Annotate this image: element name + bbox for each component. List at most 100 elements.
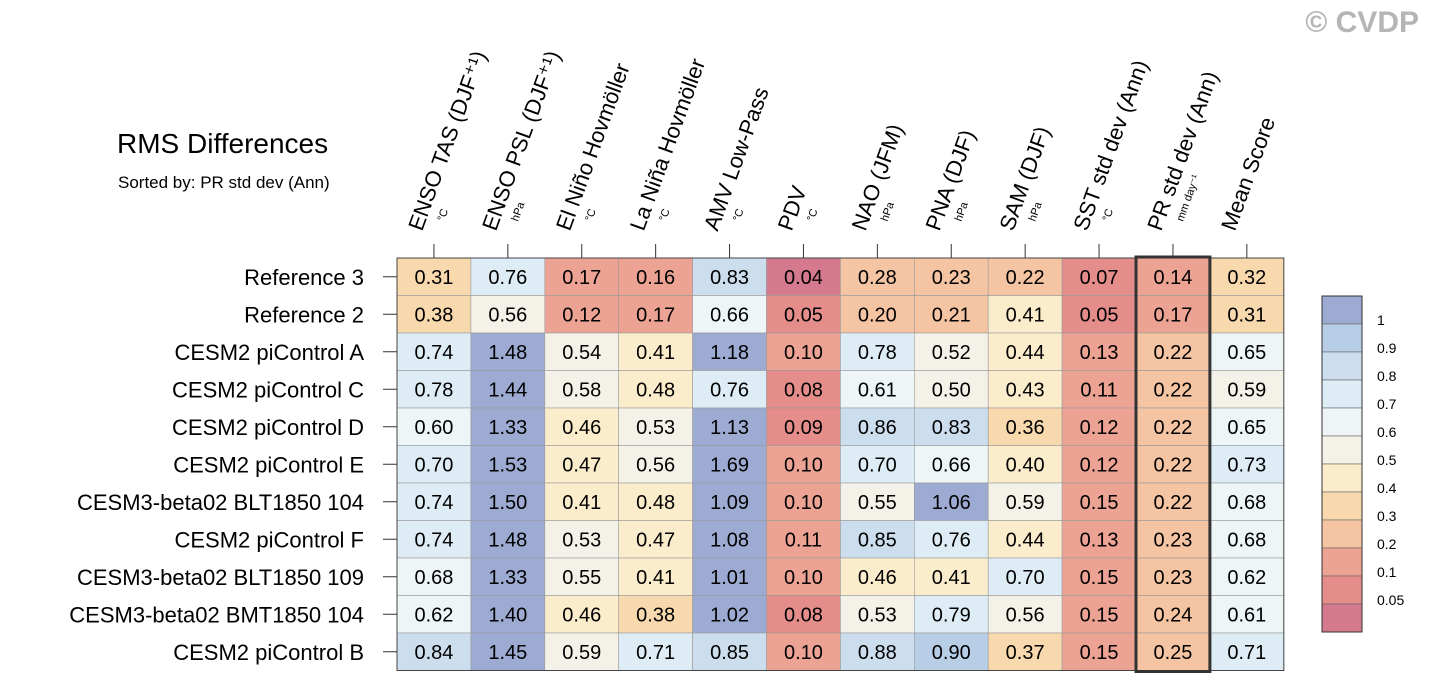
cell-value: 0.78	[858, 342, 897, 364]
heatmap-cell	[1061, 557, 1137, 596]
cell-value: 1.53	[488, 454, 527, 476]
column-unit: hPa	[953, 200, 971, 223]
cell-value: 0.36	[1006, 417, 1045, 439]
cell-value: 0.05	[784, 304, 823, 326]
heatmap-cell	[987, 520, 1063, 559]
heatmap-cell	[396, 295, 472, 334]
cell-value: 0.20	[858, 304, 897, 326]
heatmap-cell	[1135, 595, 1211, 634]
heatmap-cell	[692, 445, 767, 484]
heatmap-cell	[396, 332, 472, 371]
watermark: © CVDP	[1305, 6, 1419, 39]
cell-value: 0.79	[932, 604, 971, 626]
colorbar-swatch	[1321, 351, 1363, 381]
cell-value: 0.31	[414, 267, 453, 289]
heatmap-cell	[1209, 407, 1285, 446]
cell-value: 0.86	[858, 417, 897, 439]
column-label: El Niño Hovmöller	[551, 60, 635, 234]
heatmap-cell	[396, 370, 472, 409]
cell-value: 0.17	[1153, 304, 1192, 326]
cell-value: 0.38	[636, 604, 675, 626]
cell-value: 0.60	[414, 417, 453, 439]
heatmap-cell	[544, 295, 619, 334]
heatmap-cell	[913, 257, 989, 296]
cell-value: 0.65	[1227, 342, 1266, 364]
cell-value: 0.55	[562, 567, 601, 589]
heatmap-cell	[470, 370, 546, 409]
cell-value: 0.44	[1006, 342, 1045, 364]
column-label: PDV	[773, 182, 812, 233]
cell-value: 0.48	[636, 492, 675, 514]
cell-value: 0.43	[1006, 379, 1045, 401]
cell-value: 0.70	[414, 454, 453, 476]
heatmap-cell	[470, 632, 546, 671]
column-label: NAO (JFM)	[847, 121, 909, 234]
cell-value: 0.32	[1227, 267, 1266, 289]
heatmap-cell	[1135, 407, 1211, 446]
cell-value: 0.88	[858, 642, 897, 664]
cell-value: 1.33	[488, 417, 527, 439]
cell-value: 0.76	[488, 267, 527, 289]
heatmap-cell	[1135, 257, 1211, 296]
heatmap-cell	[987, 332, 1063, 371]
heatmap-cell	[987, 445, 1063, 484]
colorbar-swatch	[1321, 519, 1363, 549]
column-unit: °C	[657, 207, 673, 223]
cell-value: 1.18	[710, 342, 749, 364]
colorbar-label: 0.4	[1377, 480, 1397, 496]
cell-value: 0.09	[784, 417, 823, 439]
cell-value: 0.07	[1080, 267, 1119, 289]
cell-value: 0.05	[1080, 304, 1119, 326]
heatmap-cell	[766, 295, 841, 334]
heatmap-cell	[840, 632, 915, 671]
heatmap-cell	[1061, 632, 1137, 671]
heatmap-cell	[470, 557, 546, 596]
column-label: SST std dev (Ann)	[1068, 57, 1153, 234]
cell-value: 0.41	[1006, 304, 1045, 326]
cell-value: 0.12	[562, 304, 601, 326]
cell-value: 0.71	[636, 642, 675, 664]
cell-value: 0.08	[784, 604, 823, 626]
cell-value: 0.41	[636, 342, 675, 364]
row-label: CESM3-beta02 BMT1850 104	[69, 602, 364, 627]
heatmap-cell	[840, 332, 915, 371]
cell-value: 0.56	[1006, 604, 1045, 626]
cell-value: 0.74	[414, 342, 453, 364]
heatmap-cell	[913, 632, 989, 671]
cell-value: 0.74	[414, 492, 453, 514]
colorbar-label: 0.5	[1377, 452, 1397, 468]
heatmap-cell	[1061, 595, 1137, 634]
colorbar-swatch	[1321, 435, 1363, 465]
heatmap-cell	[618, 445, 693, 484]
chart-subtitle: Sorted by: PR std dev (Ann)	[118, 173, 330, 192]
cell-value: 0.53	[562, 529, 601, 551]
cell-value: 0.23	[932, 267, 971, 289]
cell-value: 0.83	[932, 417, 971, 439]
heatmap-cell	[618, 407, 693, 446]
heatmap-cell	[396, 482, 472, 521]
colorbar-swatch	[1321, 323, 1363, 353]
colorbar-label: 0.7	[1377, 396, 1397, 412]
cell-value: 0.47	[562, 454, 601, 476]
cell-value: 0.53	[858, 604, 897, 626]
cell-value: 0.73	[1227, 454, 1266, 476]
cell-value: 0.10	[784, 642, 823, 664]
heatmap-cell	[544, 370, 619, 409]
cell-value: 0.22	[1153, 417, 1192, 439]
cell-value: 0.70	[858, 454, 897, 476]
colorbar-swatch	[1321, 547, 1363, 577]
heatmap-cell	[987, 595, 1063, 634]
heatmap-cell	[987, 295, 1063, 334]
heatmap-cell	[987, 370, 1063, 409]
heatmap-cell	[913, 407, 989, 446]
cell-value: 0.59	[1006, 492, 1045, 514]
heatmap-cell	[1209, 257, 1285, 296]
cell-value: 0.10	[784, 454, 823, 476]
row-label: CESM2 piControl F	[174, 527, 364, 552]
heatmap-cell	[692, 482, 767, 521]
cell-value: 0.37	[1006, 642, 1045, 664]
colorbar-swatch	[1321, 575, 1363, 605]
row-label: CESM2 piControl C	[172, 377, 364, 402]
colorbar-label: 0.3	[1377, 508, 1397, 524]
